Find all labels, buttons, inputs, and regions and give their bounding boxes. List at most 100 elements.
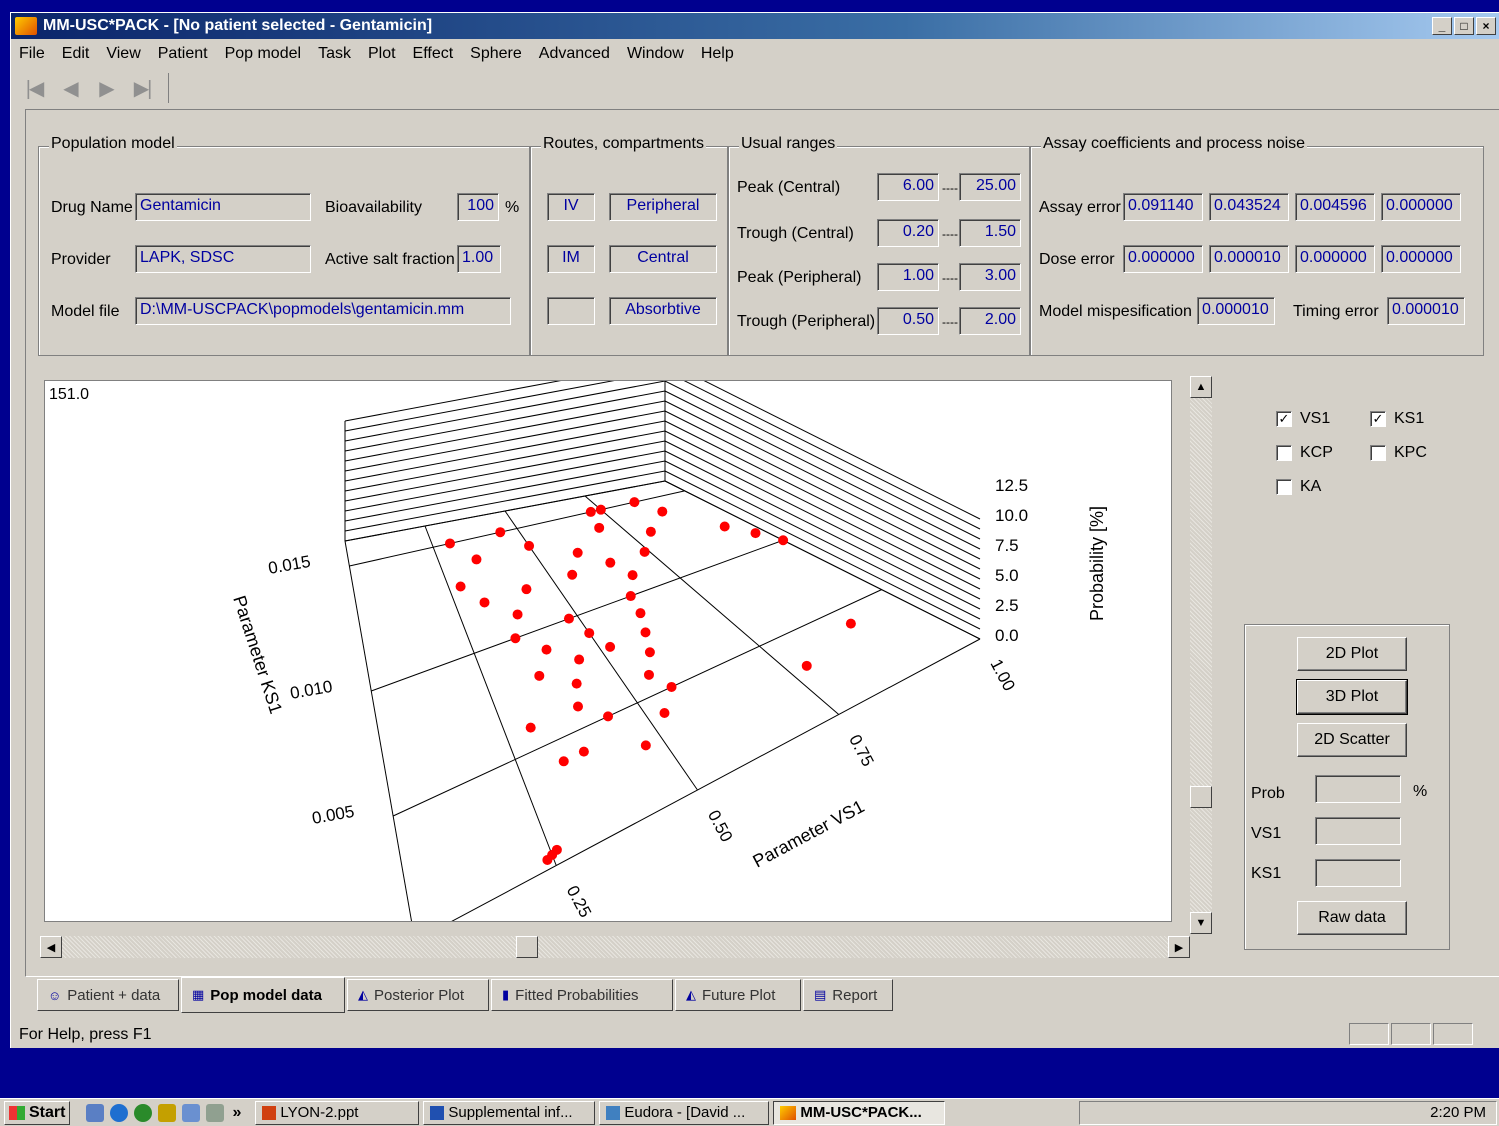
dose-coef-3[interactable]: 0.000000 xyxy=(1381,245,1461,273)
plot-horizontal-scrollbar[interactable]: ◀ ▶ xyxy=(40,936,1190,958)
vertical-scroll-thumb[interactable] xyxy=(1190,786,1212,808)
range-low-field[interactable]: 1.00 xyxy=(877,263,939,291)
horizontal-scroll-thumb[interactable] xyxy=(516,936,538,958)
title-bar[interactable]: MM-USC*PACK - [No patient selected - Gen… xyxy=(11,13,1499,39)
menu-edit[interactable]: Edit xyxy=(61,45,90,62)
route-blank-field[interactable] xyxy=(547,297,595,325)
assay-coef-2[interactable]: 0.004596 xyxy=(1295,193,1375,221)
plot-vertical-scrollbar[interactable]: ▲ ▼ xyxy=(1190,376,1212,934)
probability-3d-plot[interactable]: 151.0 12.5 10.0 7.5 5.0 2.5 0.0 0.25 0.50 0.75 1.… xyxy=(44,360,1172,942)
scroll-up-button[interactable]: ▲ xyxy=(1190,376,1212,398)
provider-field[interactable]: LAPK, SDSC xyxy=(135,245,311,273)
app-shortcut-icon[interactable] xyxy=(158,1103,177,1122)
menu-advanced[interactable]: Advanced xyxy=(538,45,610,62)
menu-window[interactable]: Window xyxy=(626,45,684,62)
ks1-field[interactable] xyxy=(1315,859,1401,887)
menu-help[interactable]: Help xyxy=(700,45,734,62)
range-high-field[interactable]: 25.00 xyxy=(959,173,1021,201)
route-im-field[interactable]: IM xyxy=(547,245,595,273)
next-record-icon[interactable]: ▶ xyxy=(99,77,114,100)
media-player-icon[interactable] xyxy=(134,1103,153,1122)
checkbox-box[interactable]: ✓ xyxy=(1276,411,1292,427)
network-icon[interactable] xyxy=(182,1103,201,1122)
range-low-field[interactable]: 0.50 xyxy=(877,307,939,335)
close-button[interactable]: × xyxy=(1476,17,1496,35)
checkbox-box[interactable]: ✓ xyxy=(1370,411,1386,427)
2d-scatter-button[interactable]: 2D Scatter xyxy=(1297,723,1407,757)
tab-patient-data[interactable]: ☺ Patient + data xyxy=(37,979,179,1011)
compartment-peripheral[interactable]: Peripheral xyxy=(609,193,717,221)
dose-coef-1[interactable]: 0.000010 xyxy=(1209,245,1289,273)
more-chevron-icon[interactable]: » xyxy=(232,1103,242,1121)
checkbox-box[interactable] xyxy=(1276,479,1292,495)
last-record-icon[interactable]: ▶| xyxy=(133,77,153,100)
scroll-down-button[interactable]: ▼ xyxy=(1190,912,1212,934)
assay-coef-0[interactable]: 0.091140 xyxy=(1123,193,1203,221)
desktop-icon[interactable] xyxy=(86,1103,105,1122)
scroll-right-button[interactable]: ▶ xyxy=(1168,936,1190,958)
tab-report[interactable]: ▤ Report xyxy=(803,979,893,1011)
document-icon: ▤ xyxy=(814,987,827,1002)
compartment-central[interactable]: Central xyxy=(609,245,717,273)
menu-task[interactable]: Task xyxy=(318,45,351,62)
vs1-label: VS1 xyxy=(1251,825,1282,842)
compartment-absorbtive[interactable]: Absorbtive xyxy=(609,297,717,325)
start-button[interactable]: Start xyxy=(4,1100,71,1125)
model-misspecification-field[interactable]: 0.000010 xyxy=(1197,297,1275,325)
tab-fitted-probabilities[interactable]: ▮ Fitted Probabilities xyxy=(491,979,673,1011)
assay-coef-3[interactable]: 0.000000 xyxy=(1381,193,1461,221)
checkbox-box[interactable] xyxy=(1370,445,1386,461)
support-point xyxy=(574,654,585,665)
utility-icon[interactable] xyxy=(206,1103,225,1122)
task-supplemental-doc[interactable]: Supplemental inf... xyxy=(423,1100,596,1125)
menu-plot[interactable]: Plot xyxy=(367,45,396,62)
menu-view[interactable]: View xyxy=(106,45,141,62)
menu-pop-model[interactable]: Pop model xyxy=(224,45,302,62)
tab-pop-model-data[interactable]: ▦ Pop model data xyxy=(181,977,345,1013)
checkbox-box[interactable] xyxy=(1276,445,1292,461)
drug-name-field[interactable]: Gentamicin xyxy=(135,193,311,221)
route-iv-field[interactable]: IV xyxy=(547,193,595,221)
menu-patient[interactable]: Patient xyxy=(157,45,208,62)
task-mm-uscpack[interactable]: MM-USC*PACK... xyxy=(773,1100,946,1125)
scroll-left-button[interactable]: ◀ xyxy=(40,936,62,958)
dose-coef-0[interactable]: 0.000000 xyxy=(1123,245,1203,273)
range-low-field[interactable]: 6.00 xyxy=(877,173,939,201)
salt-fraction-field[interactable]: 1.00 xyxy=(457,245,501,273)
maximize-button[interactable]: □ xyxy=(1454,17,1474,35)
minimize-button[interactable]: _ xyxy=(1432,17,1452,35)
range-high-field[interactable]: 1.50 xyxy=(959,219,1021,247)
task-eudora[interactable]: Eudora - [David ... xyxy=(599,1100,770,1125)
support-point xyxy=(640,740,651,751)
menu-effect[interactable]: Effect xyxy=(412,45,454,62)
prob-field[interactable] xyxy=(1315,775,1401,803)
vs1-field[interactable] xyxy=(1315,817,1401,845)
param-ks1-checkbox[interactable]: ✓ KS1 xyxy=(1370,410,1424,428)
bioavailability-field[interactable]: 100 xyxy=(457,193,499,221)
range-high-field[interactable]: 3.00 xyxy=(959,263,1021,291)
2d-plot-button[interactable]: 2D Plot xyxy=(1297,637,1407,671)
prev-record-icon[interactable]: ◀ xyxy=(63,77,78,100)
param-kpc-checkbox[interactable]: KPC xyxy=(1370,444,1427,462)
assay-coef-1[interactable]: 0.043524 xyxy=(1209,193,1289,221)
dose-coef-2[interactable]: 0.000000 xyxy=(1295,245,1375,273)
param-vs1-checkbox[interactable]: ✓ VS1 xyxy=(1276,410,1330,428)
first-record-icon[interactable]: |◀ xyxy=(25,77,45,100)
param-kcp-checkbox[interactable]: KCP xyxy=(1276,444,1333,462)
model-file-field[interactable]: D:\MM-USCPACK\popmodels\gentamicin.mm xyxy=(135,297,511,325)
tab-posterior-plot[interactable]: ◭ Posterior Plot xyxy=(347,979,489,1011)
timing-error-field[interactable]: 0.000010 xyxy=(1387,297,1465,325)
prob-unit: % xyxy=(1413,783,1428,800)
floor-gridline xyxy=(424,525,557,866)
range-high-field[interactable]: 2.00 xyxy=(959,307,1021,335)
3d-plot-button[interactable]: 3D Plot xyxy=(1296,679,1408,715)
tab-future-plot[interactable]: ◭ Future Plot xyxy=(675,979,801,1011)
range-low-field[interactable]: 0.20 xyxy=(877,219,939,247)
browser-icon[interactable] xyxy=(110,1103,129,1122)
menu-sphere[interactable]: Sphere xyxy=(470,45,522,62)
y-tick-label: 0.015 xyxy=(267,552,312,578)
param-ka-checkbox[interactable]: KA xyxy=(1276,478,1321,496)
raw-data-button[interactable]: Raw data xyxy=(1297,901,1407,935)
menu-file[interactable]: File xyxy=(19,45,45,62)
task-lyon-ppt[interactable]: LYON-2.ppt xyxy=(255,1100,420,1125)
